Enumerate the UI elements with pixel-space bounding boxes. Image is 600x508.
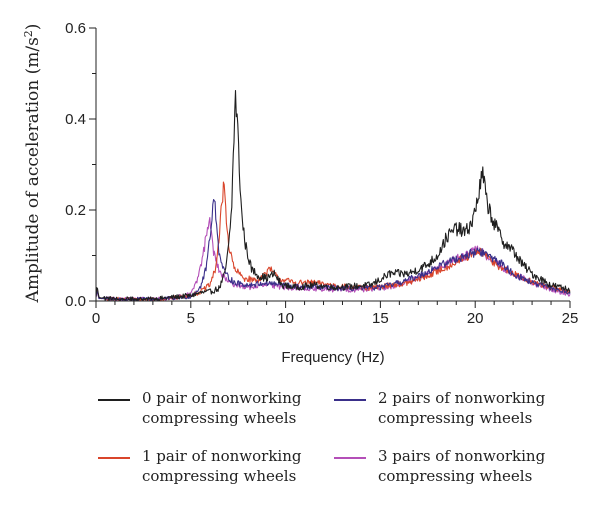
legend-label-0-pair: 0 pair of nonworking compressing wheels <box>142 389 302 427</box>
y-tick-label: 0.6 <box>65 20 86 37</box>
x-tick-label: 25 <box>562 310 579 327</box>
legend-item-2-pairs: 2 pairs of nonworking compressing wheels <box>334 388 558 428</box>
legend-item-0-pair: 0 pair of nonworking compressing wheels <box>98 388 322 428</box>
x-tick-label: 5 <box>187 310 195 327</box>
y-tick-label: 0.0 <box>65 293 86 310</box>
plot-lines <box>95 89 571 302</box>
legend-label-1-pair: 1 pair of nonworking compressing wheels <box>142 447 302 485</box>
legend-label-3-pairs: 3 pairs of nonworking compressing wheels <box>378 447 546 485</box>
y-axis-title-close: ) <box>23 24 43 31</box>
legend-item-1-pair: 1 pair of nonworking compressing wheels <box>98 446 322 486</box>
axes <box>89 27 571 308</box>
x-tick-label: 20 <box>467 310 484 327</box>
x-tick-label: 15 <box>372 310 389 327</box>
legend: 0 pair of nonworking compressing wheels … <box>98 388 568 498</box>
x-axis-title: Frequency (Hz) <box>281 349 384 366</box>
series-line-1 <box>95 181 571 302</box>
x-tick-label: 0 <box>92 310 100 327</box>
y-axis-title-sup: 2 <box>22 30 35 37</box>
y-tick-label: 0.4 <box>65 111 86 128</box>
legend-swatch-1-pair <box>98 457 130 459</box>
legend-swatch-0-pair <box>98 399 130 401</box>
y-axis-title-main: Amplitude of acceleration (m/s <box>23 37 43 303</box>
x-tick-labels: 0 5 10 15 20 25 <box>92 310 579 327</box>
y-tick-labels: 0.0 0.2 0.4 0.6 <box>65 20 86 310</box>
series-line-2 <box>95 198 571 302</box>
legend-item-3-pairs: 3 pairs of nonworking compressing wheels <box>334 446 558 486</box>
legend-swatch-2-pairs <box>334 399 366 401</box>
y-tick-label: 0.2 <box>65 202 86 219</box>
x-tick-label: 10 <box>277 310 294 327</box>
series-line-0 <box>95 89 571 302</box>
legend-swatch-3-pairs <box>334 457 366 459</box>
spectrum-chart: 0 5 10 15 20 25 0.0 0.2 0.4 0.6 Frequency (Hz) A… <box>22 20 579 366</box>
y-axis-title: Amplitude of acceleration (m/s2) <box>22 24 44 304</box>
legend-label-2-pairs: 2 pairs of nonworking compressing wheels <box>378 389 546 427</box>
